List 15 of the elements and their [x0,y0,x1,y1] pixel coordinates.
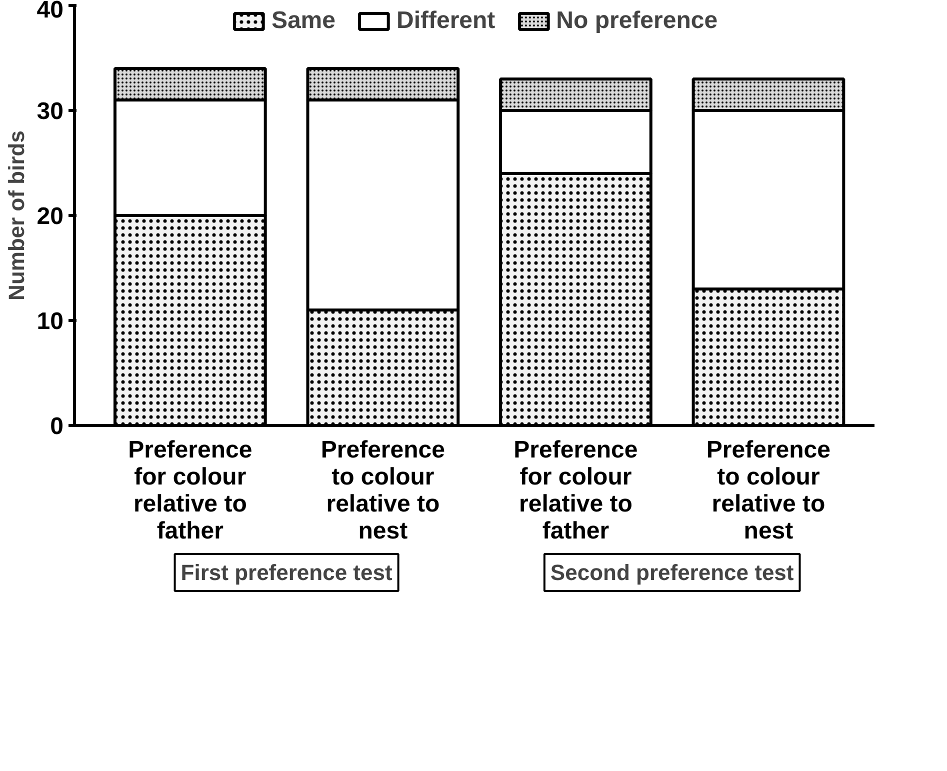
y-tick-label: 20 [36,203,64,230]
y-tick-label: 40 [36,0,64,24]
text: Second preference test [550,560,794,585]
legend-label: No preference [556,7,718,35]
y-tick-label: 0 [50,413,64,440]
legend-label: Different [396,7,496,35]
legend-label: Same [271,7,336,35]
x-tick-label: Preference to colour relative to nest [320,436,445,544]
y-axis-title: Number of birds [4,130,29,300]
x-tick-label: Preference for colour relative to father [514,436,638,544]
y-tick-label: 10 [36,308,64,335]
x-tick-label: Preference for colour relative to father [128,436,252,544]
x-tick-label: Preference to colour relative to nest [706,436,831,544]
y-tick-label: 30 [36,98,64,125]
text: First preference test [180,560,393,585]
